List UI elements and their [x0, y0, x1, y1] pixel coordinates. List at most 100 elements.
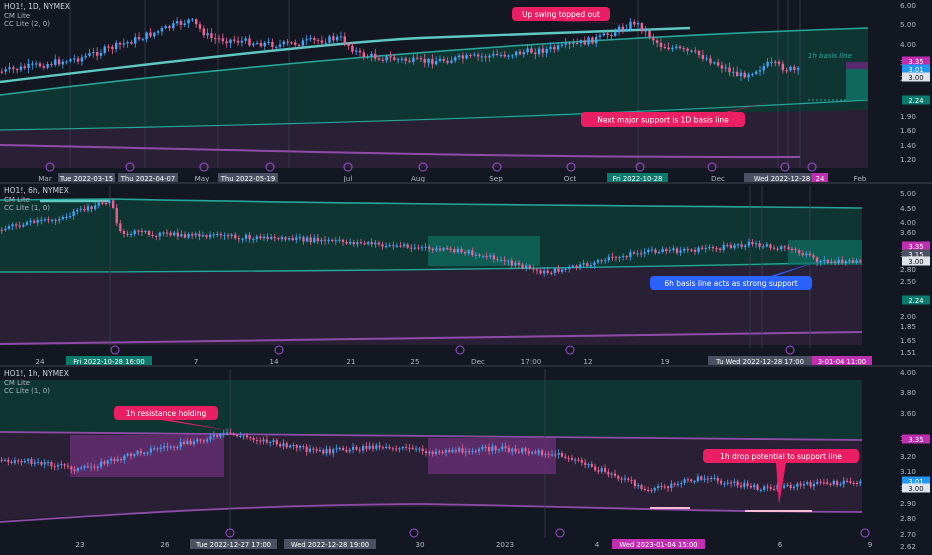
bar-6h-candle — [848, 260, 851, 262]
bar-6h-candle — [237, 238, 240, 240]
bar-1d-candle — [617, 26, 621, 33]
bar-1h-candle — [23, 460, 26, 463]
bar-1h-candle — [517, 451, 520, 453]
bar-6h-candle — [701, 247, 704, 249]
bar-6h-candle — [643, 252, 646, 254]
price-tag-text: 3.15 — [908, 251, 923, 259]
callout-upswing-text: Up swing topped out — [522, 10, 600, 19]
bar-1h-candle — [159, 447, 162, 450]
bar-6h-candle — [797, 250, 801, 254]
bar-1h-candle — [56, 465, 60, 467]
bar-1h-candle — [448, 450, 451, 453]
bar-1d-candle — [674, 46, 678, 48]
bar-6h-candle — [284, 237, 287, 240]
bar-6h-candle — [564, 268, 567, 270]
bar-6h-candle — [18, 225, 21, 227]
bar-1h-candle — [368, 445, 371, 449]
bar-1d-candle — [191, 19, 194, 21]
bar-1d-candle — [709, 58, 712, 64]
price-tag — [902, 483, 930, 493]
bar-1h-candle — [43, 462, 46, 465]
bar-6h-candle — [345, 241, 348, 244]
bar-1h-candle — [292, 444, 295, 446]
bar-1h-candle — [663, 486, 666, 488]
bar-1h-candle — [763, 486, 766, 490]
x-tick-label: 14 — [269, 357, 279, 366]
bar-1h-candle — [716, 477, 719, 481]
bar-1h-candle — [819, 481, 822, 483]
bar-1h-candle — [76, 468, 79, 471]
bar-1h-candle — [497, 449, 501, 451]
bar-1d-candle — [46, 63, 49, 68]
lower-zone-6h — [0, 265, 862, 345]
bar-6h-candle — [392, 245, 395, 247]
bar-1d-candle — [107, 46, 110, 48]
bar-6h-candle — [492, 255, 496, 260]
bar-1d-candle — [553, 46, 556, 50]
price-tag-text: 3.00 — [908, 485, 923, 493]
bar-1d-candle — [537, 48, 541, 55]
x-tick-label: 24 — [35, 357, 45, 366]
bar-1d-candle — [598, 35, 602, 38]
bar-6h-candle — [147, 231, 151, 235]
bar-6h-candle — [568, 266, 571, 269]
bar-1d-candle — [629, 21, 632, 30]
bar-6h-candle — [442, 248, 445, 251]
bar-1h-candle — [10, 461, 13, 463]
bar-1h-candle — [839, 484, 842, 486]
bar-1h-candle — [570, 458, 573, 460]
bar-1h-candle — [680, 483, 683, 485]
bar-1h-candle — [504, 446, 507, 449]
bar-6h-candle — [661, 249, 664, 253]
bar-6h-candle — [747, 241, 751, 246]
bar-1d-candle — [770, 61, 773, 63]
bar-1h-candle — [86, 466, 89, 468]
bar-1h-candle — [196, 439, 199, 442]
bar-1h-candle — [265, 439, 268, 443]
bar-1h-candle — [786, 484, 789, 486]
callout-6h-support-box — [650, 276, 812, 290]
bar-6h-candle — [819, 260, 822, 263]
bar-6h-candle — [377, 242, 381, 245]
bar-6h-candle — [851, 260, 855, 263]
bar-6h-candle — [180, 234, 183, 237]
bar-6h-candle — [144, 231, 147, 233]
x-tick-label: Oct — [564, 174, 577, 183]
price-axis — [868, 0, 932, 184]
bar-1h-candle — [431, 451, 434, 454]
bar-1d-candle — [65, 61, 68, 63]
bar-1d-candle — [358, 50, 362, 53]
bar-6h-candle — [94, 205, 97, 210]
bar-6h-candle — [395, 245, 399, 247]
bar-1h-candle — [603, 468, 607, 472]
bar-1h-candle — [305, 446, 308, 452]
y-tick-label: 1.40 — [900, 141, 916, 150]
bar-6h-candle — [507, 260, 510, 262]
bar-6h-candle — [399, 245, 402, 247]
bar-1d-candle — [534, 52, 537, 55]
price-tag — [902, 434, 930, 444]
bar-1d-candle — [255, 42, 259, 44]
bar-1h-candle — [564, 456, 567, 458]
bar-1h-candle — [96, 466, 99, 468]
bar-1h-candle — [766, 486, 769, 488]
bar-1d-candle — [80, 57, 84, 62]
bar-1h-candle — [700, 476, 703, 480]
bar-1d-candle — [774, 61, 777, 63]
bar-1d-candle — [252, 43, 255, 46]
bar-1h-candle — [3, 459, 7, 461]
bar-1d-candle — [294, 42, 297, 45]
panel-title: HO1!, 1h, NYMEX — [4, 369, 69, 378]
bar-1h-candle — [557, 452, 560, 455]
bar-1h-candle — [295, 444, 298, 448]
bar-1h-candle — [80, 467, 83, 469]
bar-6h-candle — [137, 230, 140, 232]
bar-1h-candle — [182, 441, 186, 444]
bar-6h-candle — [90, 206, 93, 210]
bar-6h-candle — [550, 272, 553, 274]
bar-1d-candle — [503, 54, 506, 57]
bar-1d-candle — [324, 42, 327, 44]
bar-6h-candle — [97, 202, 100, 206]
bar-1h-candle — [769, 487, 772, 489]
